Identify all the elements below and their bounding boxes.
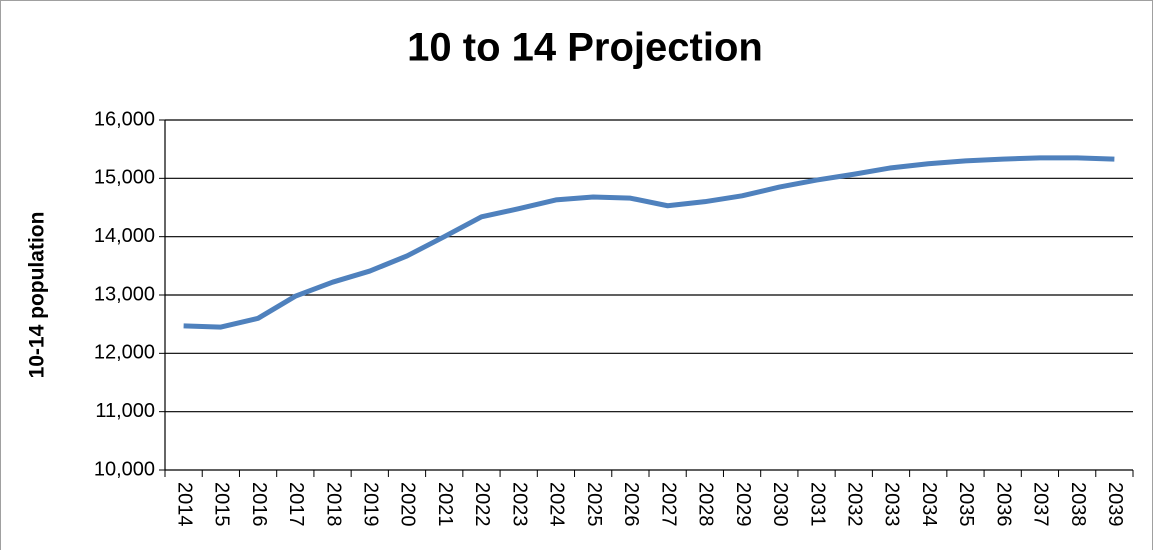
x-tick-label: 2028 bbox=[695, 482, 717, 527]
x-tick-label: 2022 bbox=[471, 482, 493, 527]
x-tick-label: 2021 bbox=[434, 482, 456, 527]
y-tick-label: 16,000 bbox=[94, 108, 155, 130]
x-tick-label: 2018 bbox=[322, 482, 344, 527]
x-tick-label: 2023 bbox=[508, 482, 530, 527]
x-tick-label: 2029 bbox=[732, 482, 754, 527]
y-tick-label: 10,000 bbox=[94, 458, 155, 480]
x-tick-label: 2016 bbox=[248, 482, 270, 527]
x-tick-label: 2036 bbox=[992, 482, 1014, 527]
y-tick-label: 15,000 bbox=[94, 167, 155, 189]
y-tick-label: 12,000 bbox=[94, 342, 155, 364]
line-series bbox=[183, 155, 1115, 330]
x-tick-label: 2020 bbox=[397, 482, 419, 527]
x-tick-label: 2032 bbox=[843, 482, 865, 527]
x-tick-label: 2015 bbox=[211, 482, 233, 527]
x-tick-label: 2031 bbox=[806, 482, 828, 527]
x-tick-label: 2035 bbox=[955, 482, 977, 527]
y-axis-label: 10-14 population bbox=[26, 212, 49, 379]
x-tick-label: 2025 bbox=[583, 482, 605, 527]
x-tick-label: 2014 bbox=[173, 482, 195, 527]
x-tick-label: 2038 bbox=[1067, 482, 1089, 527]
x-tick-label: 2027 bbox=[657, 482, 679, 527]
x-tick-label: 2026 bbox=[620, 482, 642, 527]
x-tick-label: 2030 bbox=[769, 482, 791, 527]
chart-title: 10 to 14 Projection bbox=[407, 26, 763, 70]
x-tick-label: 2034 bbox=[918, 482, 940, 527]
x-tick-label: 2033 bbox=[881, 482, 903, 527]
y-tick-label: 14,000 bbox=[94, 225, 155, 247]
y-tick-label: 13,000 bbox=[94, 283, 155, 305]
x-tick-label: 2039 bbox=[1104, 482, 1126, 527]
x-tick-label: 2019 bbox=[359, 482, 381, 527]
x-tick-label: 2024 bbox=[546, 482, 568, 527]
x-tick-label: 2017 bbox=[285, 482, 307, 527]
x-tick-label: 2037 bbox=[1030, 482, 1052, 527]
y-tick-label: 11,000 bbox=[95, 400, 155, 422]
